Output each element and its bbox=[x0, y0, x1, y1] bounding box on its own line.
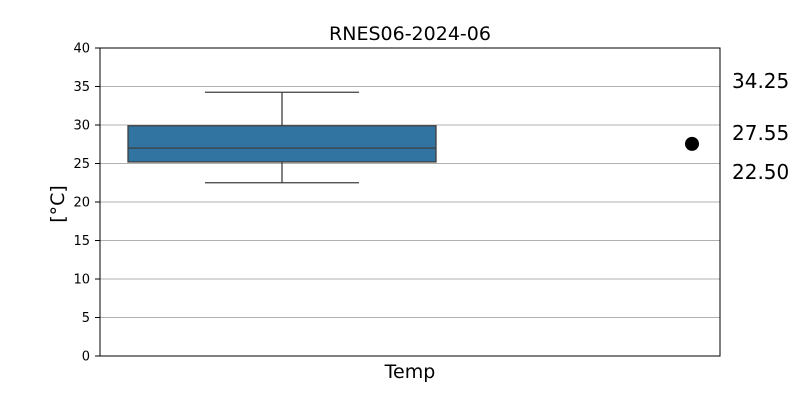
y-tick-label: 40 bbox=[73, 42, 90, 57]
interquartile-box bbox=[127, 125, 437, 163]
y-tick-label: 15 bbox=[73, 234, 90, 249]
y-tick-label: 20 bbox=[73, 196, 90, 211]
side-value-label: 34.25 bbox=[732, 69, 789, 93]
y-tick-label: 35 bbox=[73, 80, 90, 95]
x-axis-label: Temp bbox=[384, 361, 436, 383]
y-tick-label: 30 bbox=[73, 119, 90, 134]
y-axis-ticks: 0 5 10 15 20 25 30 35 40 bbox=[73, 42, 100, 365]
y-tick-label: 5 bbox=[82, 311, 90, 326]
side-value-label: 27.55 bbox=[732, 121, 789, 145]
side-value-label: 22.50 bbox=[732, 160, 789, 184]
value-marker-group bbox=[685, 136, 699, 151]
side-value-labels: 34.25 27.55 22.50 bbox=[732, 69, 789, 184]
grid-lines bbox=[100, 86, 720, 318]
chart-title: RNES06-2024-06 bbox=[329, 23, 491, 45]
value-marker bbox=[685, 136, 699, 151]
y-tick-label: 25 bbox=[73, 157, 90, 172]
y-axis-label: [°C] bbox=[47, 185, 69, 223]
box-plot bbox=[127, 91, 437, 184]
y-tick-label: 0 bbox=[82, 350, 90, 365]
y-tick-label: 10 bbox=[73, 273, 90, 288]
